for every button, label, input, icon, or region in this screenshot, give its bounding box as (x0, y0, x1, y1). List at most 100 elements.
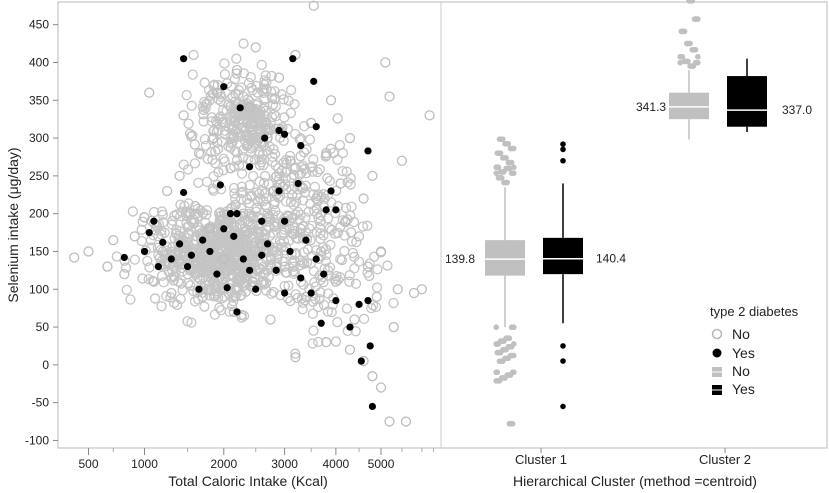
scatter-point-no (353, 231, 365, 242)
scatter-point-no (229, 117, 241, 128)
scatter-point-yes (179, 188, 188, 197)
scatter-point-no (289, 225, 300, 237)
scatter-point-no (249, 154, 261, 165)
scatter-point-no (320, 244, 332, 255)
scatter-point-no (276, 229, 288, 241)
median-value-label: 139.8 (445, 252, 475, 266)
scatter-point-no (216, 274, 227, 285)
scatter-point-yes (179, 55, 188, 63)
median-value-label: 337.0 (782, 103, 812, 117)
scatter-point-no (367, 170, 378, 182)
scatter-point-no (341, 303, 353, 314)
scatter-point-no (342, 214, 353, 225)
scatter-point-no (228, 259, 239, 270)
scatter-point-no (244, 102, 255, 113)
scatter-point-no (190, 200, 201, 212)
scatter-point-yes (246, 163, 254, 171)
scatter-point-no (176, 206, 187, 217)
scatter-point-no (261, 116, 272, 128)
scatter-point-no (283, 280, 294, 291)
scatter-point-no (158, 277, 169, 288)
y-tick-label: 400 (29, 55, 49, 69)
box-outlier (495, 175, 502, 181)
scatter-point-no (258, 177, 270, 189)
scatter-point-no (321, 148, 332, 159)
scatter-point-no (262, 265, 273, 276)
scatter-point-no (318, 189, 329, 200)
scatter-point-yes (159, 238, 167, 246)
scatter-point-no (324, 262, 336, 273)
scatter-point-no (242, 276, 253, 287)
scatter-point-no (265, 117, 276, 128)
y-tick-label: 300 (29, 131, 49, 145)
scatter-point-yes (364, 147, 372, 155)
scatter-point-no (219, 156, 230, 167)
box-outlier (494, 150, 501, 156)
scatter-point-no (281, 154, 292, 166)
scatter-point-no (236, 187, 247, 199)
scatter-point-no (273, 210, 284, 221)
legend: type 2 diabetes No Yes No Yes (710, 304, 799, 397)
scatter-point-no (230, 193, 241, 204)
scatter-point-yes (275, 187, 283, 195)
scatter-point-no (204, 290, 215, 301)
scatter-point-no (120, 262, 132, 273)
scatter-point-no (297, 304, 308, 315)
scatter-point-no (221, 236, 232, 247)
scatter-point-yes (280, 289, 289, 297)
box-outlier (501, 179, 507, 186)
scatter-point-no (313, 212, 324, 224)
scatter-point-no (424, 110, 435, 121)
box-outlier (493, 369, 500, 376)
scatter-point-no (296, 167, 307, 179)
scatter-point-no (148, 276, 160, 287)
scatter-point-no (310, 293, 321, 305)
scatter-point-no (269, 148, 281, 160)
scatter-point-no (136, 235, 147, 247)
scatter-point-yes (275, 126, 283, 135)
scatter-point-no (195, 254, 206, 266)
scatter-point-no (302, 244, 314, 255)
x-tick-label: 5000 (368, 457, 395, 471)
scatter-point-no (268, 144, 279, 155)
scatter-point-no (270, 265, 282, 277)
scatter-point-no (219, 69, 231, 80)
scatter-point-no (214, 302, 225, 313)
scatter-point-no (192, 256, 203, 268)
scatter-point-no (269, 86, 280, 97)
y-tick-label: 200 (29, 207, 49, 221)
scatter-point-no (283, 95, 294, 106)
scatter-point-no (189, 139, 200, 150)
scatter-point-no (266, 93, 278, 104)
scatter-point-no (259, 279, 270, 290)
scatter-point-yes (364, 296, 372, 305)
scatter-point-no (181, 89, 192, 101)
scatter-point-no (248, 170, 259, 182)
scatter-point-yes (223, 284, 231, 292)
scatter-point-no (258, 83, 270, 94)
scatter-point-no (267, 227, 278, 239)
scatter-point-no (186, 100, 197, 111)
scatter-point-yes (195, 285, 203, 293)
box-outlier (496, 358, 503, 365)
box-outlier (560, 358, 566, 364)
scatter-point-no (199, 301, 210, 312)
box-outlier (497, 169, 504, 175)
scatter-point-no (340, 202, 352, 214)
scatter-point-no (351, 236, 362, 248)
scatter-point-no (213, 94, 224, 105)
y-tick-label: -100 (25, 433, 49, 447)
scatter-point-no (149, 293, 161, 304)
scatter-point-no (219, 58, 230, 69)
scatter-point-yes (302, 236, 310, 244)
scatter-point-yes (366, 342, 374, 350)
scatter-point-no (357, 221, 369, 232)
scatter-point-no (244, 180, 255, 191)
scatter-point-no (300, 180, 311, 191)
scatter-point-no (308, 325, 319, 336)
scatter-point-no (159, 227, 170, 238)
scatter-point-no (178, 159, 189, 170)
scatter-point-no (312, 195, 324, 207)
legend-yes-circle-icon (712, 348, 722, 358)
scatter-point-no (192, 203, 203, 215)
